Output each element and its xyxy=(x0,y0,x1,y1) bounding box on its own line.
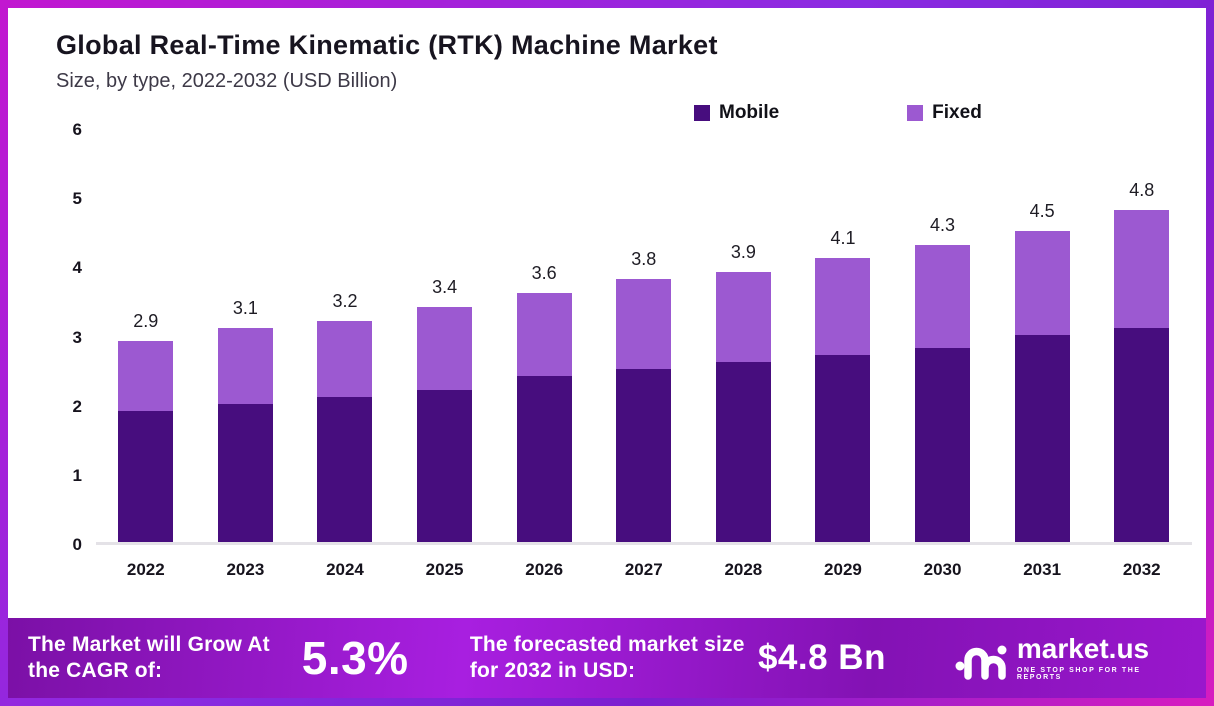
stacked-bar xyxy=(915,244,971,542)
bar-segment-mobile xyxy=(417,389,473,542)
bar-total-label: 4.3 xyxy=(930,214,956,235)
stacked-bar xyxy=(1014,230,1070,542)
bar-group-2022: 2.9 2022 xyxy=(96,130,196,579)
stacked-bar xyxy=(217,327,273,542)
y-axis-tick-label: 1 xyxy=(72,465,82,485)
bar-total-label: 3.2 xyxy=(332,290,358,311)
market-us-logo-icon xyxy=(955,645,1007,680)
stacked-bar xyxy=(616,279,672,542)
plot-area: 2.9 2022 3.1 2023 3.2 2024 3.4 2025 3.6 2026 3.8 20… xyxy=(96,130,1192,579)
y-axis-tick-label: 4 xyxy=(72,258,82,278)
bar-total-label: 4.1 xyxy=(830,228,856,249)
bar-segment-fixed xyxy=(317,320,373,397)
bar-segment-mobile xyxy=(217,403,273,542)
bar-total-label: 2.9 xyxy=(133,311,159,332)
x-axis-label: 2029 xyxy=(824,560,862,579)
bar-segment-fixed xyxy=(118,341,174,411)
y-axis-tick-label: 6 xyxy=(72,120,82,139)
cagr-value: 5.3% xyxy=(301,632,409,684)
x-axis-label: 2022 xyxy=(126,560,165,579)
legend-swatch-fixed xyxy=(907,105,924,121)
bar-segment-mobile xyxy=(715,362,771,542)
page-subtitle: Size, by type, 2022-2032 (USD Billion) xyxy=(56,70,398,92)
bar-segment-mobile xyxy=(1114,327,1170,542)
brand-name: market.us xyxy=(1016,633,1150,664)
legend-item-mobile: Mobile xyxy=(694,102,779,124)
bar-segment-mobile xyxy=(616,369,672,542)
bar-group-2025: 3.4 2025 xyxy=(395,130,495,579)
bar-group-2032: 4.8 2032 xyxy=(1092,130,1192,579)
bar-group-2027: 3.8 2027 xyxy=(594,130,694,579)
bar-total-label: 3.6 xyxy=(531,263,557,283)
stacked-bar xyxy=(118,341,174,542)
bar-group-2029: 4.1 2029 xyxy=(793,130,893,579)
x-axis-label: 2024 xyxy=(326,560,364,579)
cagr-label: The Market will Grow At the CAGR of: xyxy=(28,632,270,682)
y-axis-tick-label: 0 xyxy=(72,535,82,554)
y-axis: 0 1 2 3 4 5 6 xyxy=(30,120,82,554)
legend-item-fixed: Fixed xyxy=(907,102,982,124)
bar-group-2023: 3.1 2023 xyxy=(196,130,296,579)
bar-segment-fixed xyxy=(1114,210,1170,328)
forecast-label: The forecasted market size for 2032 in U… xyxy=(469,632,745,682)
bar-segment-fixed xyxy=(815,258,871,356)
bar-segment-fixed xyxy=(217,327,273,404)
x-axis-label: 2030 xyxy=(923,560,962,579)
bar-segment-fixed xyxy=(1014,230,1070,335)
bar-total-label: 3.8 xyxy=(631,249,657,270)
legend: Mobile Fixed xyxy=(694,102,982,124)
bar-total-label: 4.5 xyxy=(1029,200,1055,221)
bar-segment-fixed xyxy=(715,272,771,363)
y-axis-tick-label: 2 xyxy=(72,396,82,416)
forecast-value: $4.8 Bn xyxy=(757,638,886,677)
x-axis-label: 2025 xyxy=(425,560,464,579)
bar-group-2024: 3.2 2024 xyxy=(295,130,395,579)
x-axis-label: 2028 xyxy=(724,560,763,579)
bar-segment-mobile xyxy=(1014,334,1070,542)
y-axis-tick-label: 5 xyxy=(72,189,82,209)
bar-segment-mobile xyxy=(118,410,174,542)
brand-tagline: ONE STOP SHOP FOR THE REPORTS xyxy=(1016,667,1141,681)
legend-label-fixed: Fixed xyxy=(932,102,982,123)
x-axis-label: 2027 xyxy=(624,560,663,579)
stacked-bar xyxy=(715,272,771,542)
bar-total-label: 3.4 xyxy=(432,276,458,297)
bar-segment-fixed xyxy=(915,244,971,349)
y-axis-tick-label: 3 xyxy=(72,327,82,347)
chart-canvas: Global Real-Time Kinematic (RTK) Machine… xyxy=(8,8,1206,698)
x-axis-label: 2031 xyxy=(1023,560,1062,579)
footer-banner: The Market will Grow At the CAGR of: 5.3… xyxy=(8,618,1206,698)
bar-total-label: 3.1 xyxy=(232,297,258,318)
page-title: Global Real-Time Kinematic (RTK) Machine… xyxy=(56,30,718,60)
stacked-bar xyxy=(815,258,871,542)
bar-group-2031: 4.5 2031 xyxy=(992,130,1092,579)
bar-total-label: 3.9 xyxy=(730,242,756,263)
x-axis-label: 2026 xyxy=(525,560,564,579)
bar-segment-mobile xyxy=(317,396,373,542)
brand-logo: market.us ONE STOP SHOP FOR THE REPORTS xyxy=(955,635,1180,681)
bar-segment-fixed xyxy=(417,306,473,390)
bar-segment-mobile xyxy=(815,355,871,542)
bar-total-label: 4.8 xyxy=(1129,180,1155,201)
legend-label-mobile: Mobile xyxy=(719,102,780,123)
stacked-bar xyxy=(1114,210,1170,542)
bar-segment-mobile xyxy=(915,348,971,542)
bar-group-2028: 3.9 2028 xyxy=(694,130,794,579)
bar-group-2026: 3.6 2026 xyxy=(494,130,594,579)
stacked-bar xyxy=(417,306,473,542)
stacked-bar xyxy=(516,293,572,542)
bar-segment-mobile xyxy=(516,376,572,542)
bar-group-2030: 4.3 2030 xyxy=(893,130,993,579)
x-axis-label: 2023 xyxy=(226,560,265,579)
bar-segment-fixed xyxy=(516,293,572,376)
legend-swatch-mobile xyxy=(694,105,710,121)
bar-segment-fixed xyxy=(616,279,672,370)
x-axis-label: 2032 xyxy=(1122,560,1161,579)
stacked-bar xyxy=(317,320,373,542)
